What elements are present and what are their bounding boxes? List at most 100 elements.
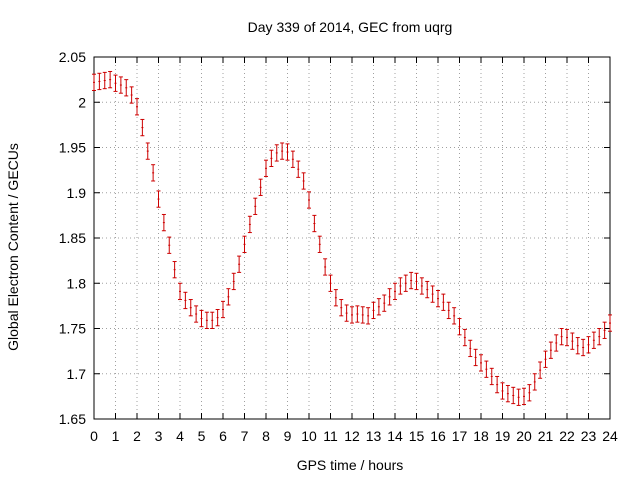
y-tick-label: 1.9: [67, 185, 87, 201]
data-point: [393, 282, 397, 301]
data-point: [505, 385, 510, 403]
data-point: [452, 307, 457, 325]
data-point: [581, 338, 586, 357]
data-point: [317, 235, 322, 253]
data-point: [269, 149, 274, 168]
data-point: [221, 300, 225, 319]
x-tick-label: 5: [198, 428, 206, 444]
x-tick-label: 4: [176, 428, 184, 444]
x-tick-label: 22: [559, 428, 575, 444]
data-point: [495, 375, 500, 394]
data-point: [301, 172, 306, 190]
y-tick-label: 1.95: [59, 140, 86, 156]
data-point: [538, 361, 543, 379]
data-point: [414, 272, 419, 291]
x-tick-label: 24: [602, 428, 618, 444]
data-point: [323, 258, 328, 276]
x-tick-label: 0: [90, 428, 98, 444]
data-point: [237, 255, 242, 273]
data-point: [199, 309, 204, 328]
data-point: [484, 360, 489, 378]
data-point: [129, 86, 134, 104]
data-point: [339, 299, 344, 317]
x-tick-label: 20: [516, 428, 532, 444]
data-point: [382, 294, 387, 312]
data-point: [468, 339, 473, 358]
data-point: [350, 306, 354, 324]
data-point: [226, 288, 231, 306]
data-point: [462, 328, 467, 347]
data-point: [161, 213, 166, 232]
x-tick-label: 1: [112, 428, 120, 444]
data-point: [425, 280, 430, 299]
data-point: [247, 215, 252, 234]
data-point: [188, 299, 193, 317]
data-point: [215, 308, 220, 327]
data-point: [92, 73, 96, 91]
data-point: [446, 301, 451, 320]
data-point: [285, 143, 290, 161]
data-point: [183, 291, 188, 310]
axis-ticks: 0 1 2 3 4 5 6 7 8 9 10 11 12 13 14 15 16 17 18 19 20 21 22 23 24…: [59, 49, 618, 444]
data-point: [500, 382, 505, 400]
y-tick-label: 1.8: [67, 275, 87, 291]
data-point: [473, 348, 478, 367]
data-point: [360, 306, 365, 324]
data-point: [108, 70, 113, 89]
y-tick-label: 2: [78, 94, 86, 110]
x-tick-label: 19: [495, 428, 511, 444]
data-point: [387, 288, 392, 306]
data-point: [511, 386, 516, 405]
data-point: [522, 387, 526, 406]
data-point: [156, 190, 161, 208]
data-point: [457, 318, 462, 336]
data-point: [344, 304, 349, 322]
data-point: [118, 76, 123, 94]
x-tick-label: 2: [133, 428, 141, 444]
data-point: [608, 314, 612, 332]
data-point: [570, 332, 575, 350]
data-point: [280, 142, 285, 160]
data-point: [333, 289, 338, 307]
y-axis-label: Global Electron Content / GECUs: [5, 143, 21, 351]
data-point: [113, 74, 118, 92]
data-point: [102, 71, 107, 90]
data-point: [597, 328, 602, 346]
y-tick-label: 1.65: [59, 411, 86, 427]
data-point: [409, 271, 414, 290]
data-point: [290, 150, 295, 168]
chart-title: Day 339 of 2014, GEC from uqrg: [248, 19, 453, 35]
x-tick-label: 12: [344, 428, 360, 444]
x-tick-label: 21: [538, 428, 554, 444]
y-tick-label: 2.05: [59, 49, 86, 65]
x-tick-label: 18: [473, 428, 489, 444]
data-point: [194, 305, 199, 323]
data-point: [489, 367, 494, 386]
data-point: [274, 144, 279, 162]
x-tick-label: 8: [262, 428, 270, 444]
data-point: [296, 160, 301, 178]
data-point: [145, 142, 150, 160]
data-point: [419, 277, 424, 295]
x-tick-label: 13: [366, 428, 382, 444]
data-point: [516, 388, 521, 406]
data-point: [403, 274, 408, 292]
data-point: [366, 307, 371, 325]
data-point: [167, 236, 172, 254]
x-tick-label: 15: [409, 428, 425, 444]
y-tick-label: 1.75: [59, 321, 86, 337]
data-point: [307, 191, 311, 209]
x-tick-label: 7: [241, 428, 249, 444]
x-tick-label: 6: [219, 428, 227, 444]
data-point: [436, 289, 440, 308]
data-point: [398, 277, 403, 295]
data-point: [602, 321, 607, 339]
y-tick-label: 1.85: [59, 230, 86, 246]
data-point: [527, 384, 532, 402]
data-point: [97, 72, 102, 91]
data-point: [151, 164, 156, 182]
series-group: [92, 70, 612, 406]
data-point: [532, 373, 537, 391]
